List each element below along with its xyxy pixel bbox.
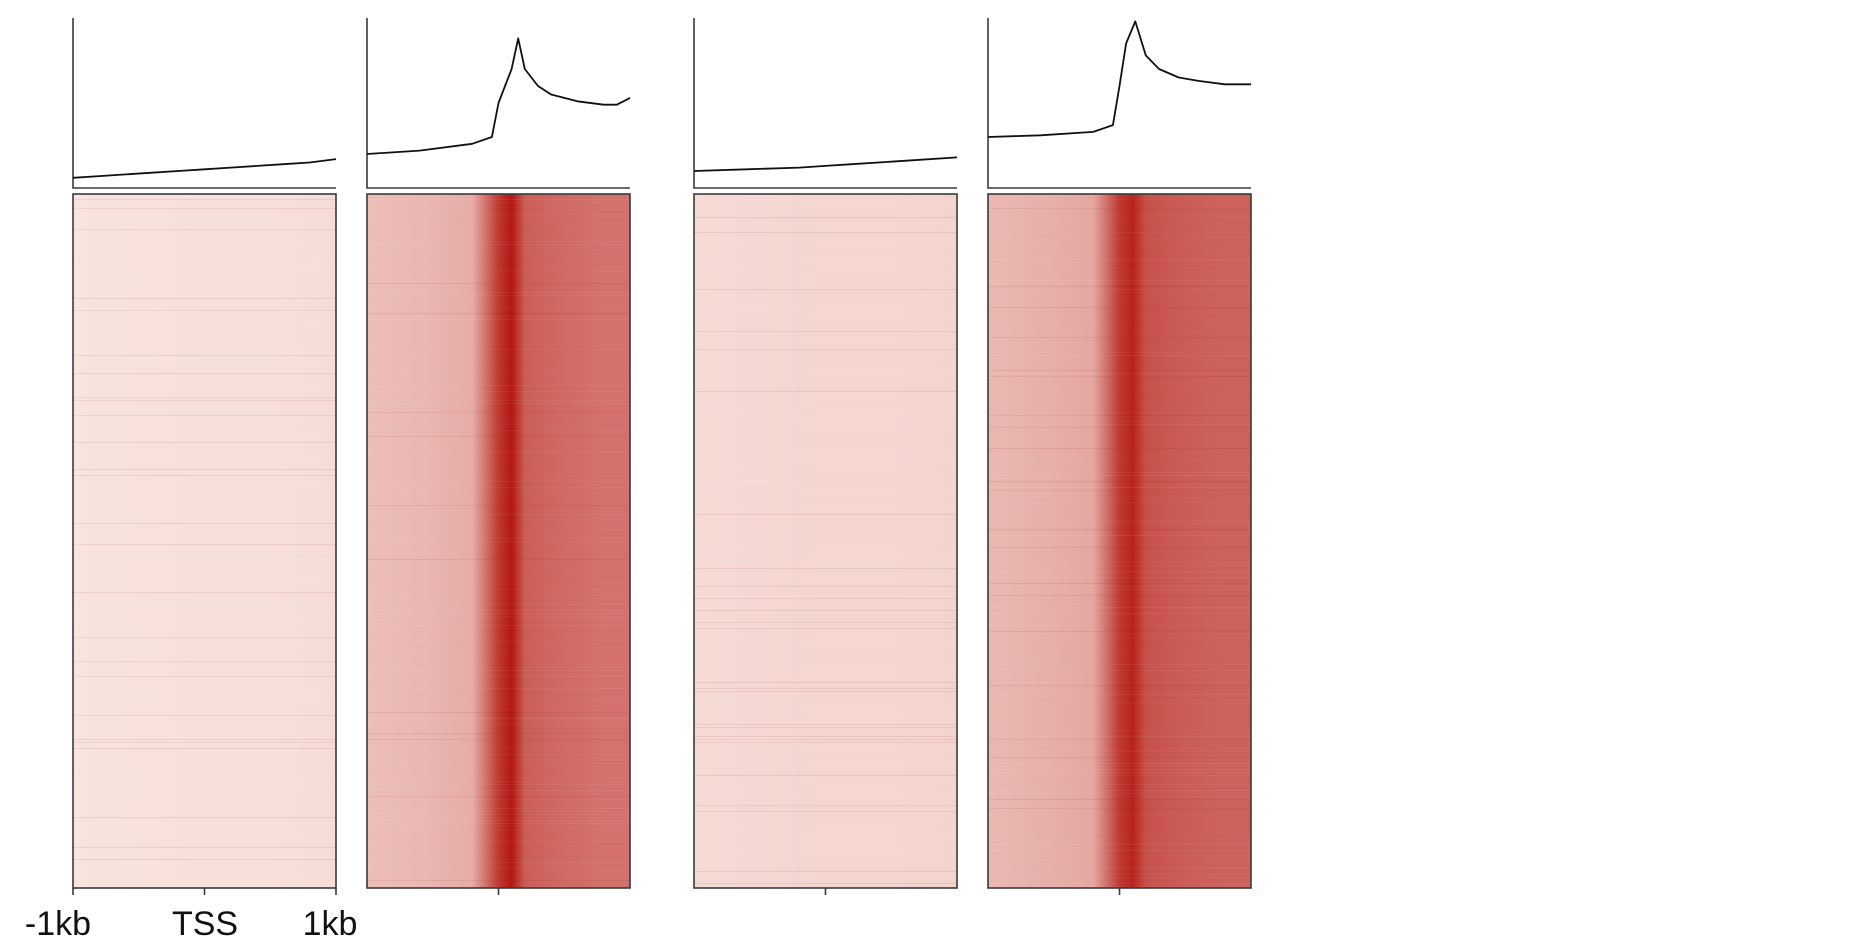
heatmap-rows-3 — [694, 199, 957, 884]
heatmap-2 — [367, 194, 630, 888]
tick-label-tss: TSS — [172, 905, 238, 943]
panel-1 — [72, 18, 337, 895]
x-axis-tick-labels: -1kb TSS 1kb — [25, 905, 357, 943]
profile-line-2 — [366, 37, 631, 155]
profile-axes-2 — [366, 18, 630, 189]
profile-line-1 — [72, 158, 337, 179]
profile-line-4 — [987, 20, 1251, 138]
profile-line-3 — [693, 156, 958, 172]
heatmap-panels — [72, 18, 1252, 895]
heatmap-1 — [73, 194, 336, 888]
tick-label-minus-1kb: -1kb — [25, 905, 91, 943]
tick-label-1kb: 1kb — [303, 905, 358, 943]
panel-2 — [366, 18, 631, 895]
profile-axes-3 — [693, 18, 957, 189]
heatmap-rows-4 — [988, 208, 1251, 887]
panel-3 — [693, 18, 958, 895]
heatmap-4 — [988, 194, 1251, 888]
panel-4 — [987, 18, 1252, 895]
heatmap-rows-1 — [73, 196, 336, 887]
profile-axes-1 — [72, 18, 336, 189]
heatmap-3 — [694, 194, 957, 888]
heatmap-rows-2 — [367, 199, 630, 881]
profile-axes-4 — [987, 18, 1251, 189]
